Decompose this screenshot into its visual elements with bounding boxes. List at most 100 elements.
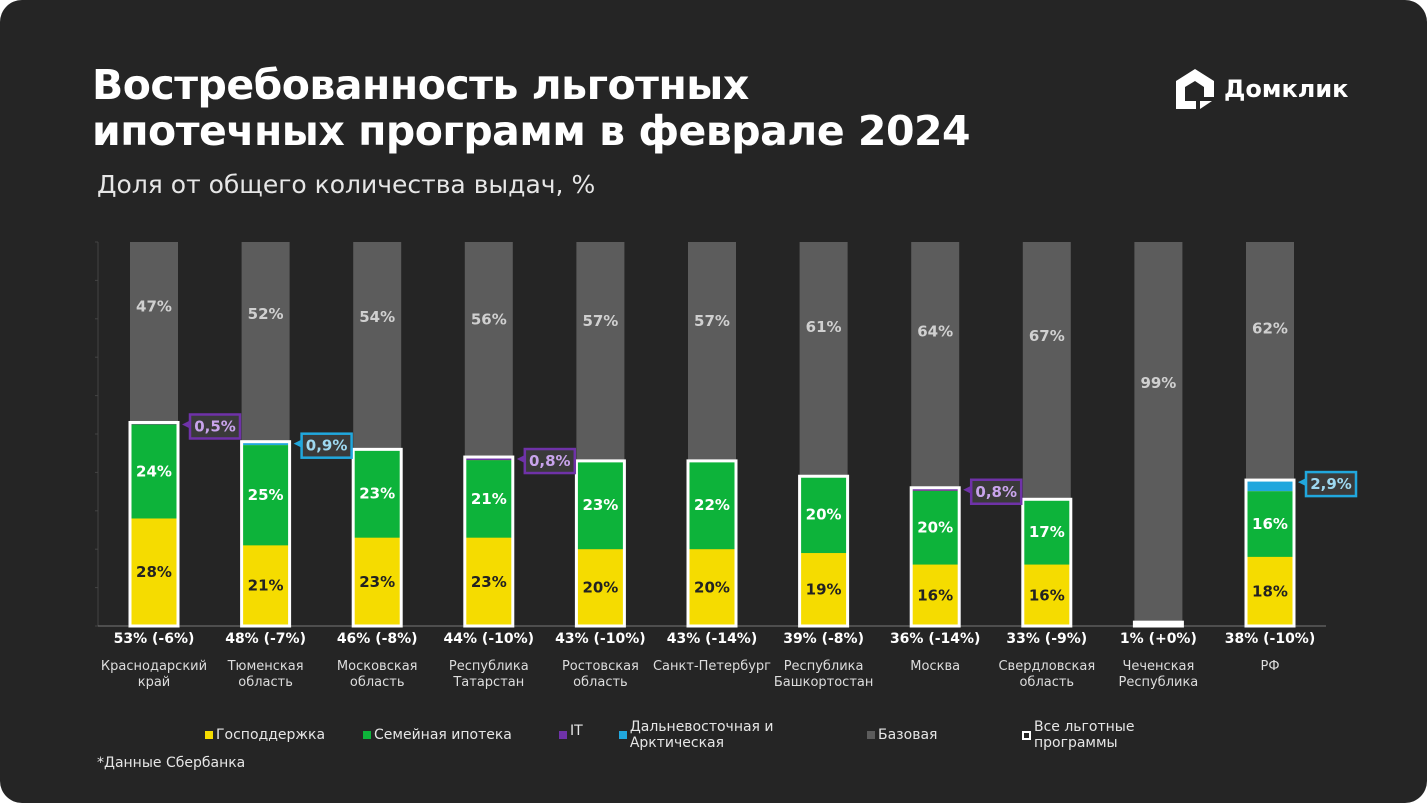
bar-label-base: 57% [582,312,618,330]
bar-segment-family [464,460,513,538]
bar-label-gospod: 28% [136,563,172,581]
category-label: область [1019,675,1074,690]
bar-segment-gospod [799,553,848,626]
legend-label: Семейная ипотека [374,727,512,743]
legend-swatch [559,731,567,739]
bar-segment-family [1022,499,1071,565]
category-label: Республика [449,659,529,674]
bar-label-base: 61% [806,318,842,336]
bar-label-family: 17% [1029,523,1065,541]
category-label: область [573,675,628,690]
callout-label: 2,9% [1310,475,1352,493]
legend-label: Базовая [878,727,938,743]
bar-outline-all-programs [128,420,180,628]
bar-label-base: 54% [359,308,395,326]
callout-label: 0,8% [975,483,1017,501]
bar-segment-it [911,487,960,491]
bar-segment-gospod [241,545,290,626]
bar-label-gospod: 20% [694,579,730,597]
total-label: 44% (-10%) [444,631,535,647]
bar-outline-all-programs [686,459,738,628]
bar-label-base: 52% [248,305,284,323]
bar-label-family: 21% [471,490,507,508]
callout-box [188,413,242,440]
total-label: 43% (-14%) [667,631,758,647]
bar-label-base: 62% [1252,320,1288,338]
legend-item-it: IT [559,719,619,751]
category-label: Московская [337,659,418,674]
callout-label: 0,8% [529,452,571,470]
category-label: Республика [1119,675,1199,690]
bar-label-family: 24% [136,462,172,480]
bar-label-family: 25% [248,486,284,504]
legend: Господдержка Семейная ипотека IT Дальневост… [205,719,1222,751]
legend-swatch [867,731,875,739]
bar-label-family: 20% [917,519,953,537]
bar-label-gospod: 23% [359,573,395,591]
bar-segment-family [799,476,848,554]
bar-segment-gospod [130,518,178,626]
legend-item-all: Все льготные программы [1022,719,1222,751]
callout-box [300,432,353,459]
legend-item-family: Семейная ипотека [363,719,559,751]
legend-label: Господдержка [216,727,326,743]
legend-swatch [205,731,213,739]
legend-label: IT [570,723,583,739]
legend-label: Все льготные программы [1033,719,1135,751]
chart-subtitle: Доля от общего количества выдач, % [97,170,596,199]
bar-label-gospod: 23% [471,573,507,591]
legend-swatch [363,731,371,739]
bar-outline-all-programs [909,486,961,628]
callout-pointer [963,485,972,494]
footnote: *Данные Сбербанка [97,755,246,771]
bar-label-gospod: 16% [1029,586,1065,604]
bar-label-gospod: 16% [917,586,953,604]
bar-label-family: 23% [359,485,395,503]
house-logo-icon [1176,69,1214,109]
total-label: 36% (-14%) [890,631,981,647]
callout-box [969,478,1023,506]
legend-label: Дальневосточная и Арктическая [629,719,774,751]
bar-label-base: 64% [917,323,953,341]
callout-pointer [516,455,525,464]
bar-label-gospod: 21% [248,577,284,595]
callout-label: 0,9% [306,437,348,455]
bar-segment-gospod [353,537,402,626]
domclick-logo: Домклик [1174,67,1348,111]
category-label: Республика [784,659,864,674]
category-label: Башкортостан [774,675,874,690]
total-label: 39% (-8%) [783,631,864,647]
bar-label-family: 16% [1252,515,1288,533]
bar-label-gospod: 20% [582,579,618,597]
category-label: край [138,675,171,690]
bar-segment-it [464,457,513,461]
bar-segment-family [688,460,736,550]
bar-segment-gospod [911,564,960,626]
bar-segment-family [130,424,178,519]
bar-label-family: 23% [582,496,618,514]
legend-item-gospod: Господдержка [205,719,363,751]
total-label: 38% (-10%) [1225,631,1316,647]
category-label: Тюменская [227,659,304,674]
category-label: РФ [1260,659,1279,674]
bar-label-base: 47% [136,297,172,315]
bar-segment-base [1134,242,1183,626]
bar-segment-family [911,490,960,565]
bar-segment-family [1246,491,1294,557]
bar-segment-gospod [1022,564,1071,626]
category-label: Краснодарский [101,659,207,674]
bar-outline-all-programs [574,459,626,628]
chart-title: Востребованность льготных ипотечных прог… [92,62,971,155]
category-label: область [238,675,293,690]
bar-outline-all-programs [463,455,515,628]
total-label: 33% (-9%) [1006,631,1087,647]
bar-outline-all-programs [1021,497,1073,628]
legend-item-fe: Дальневосточная и Арктическая [619,719,867,751]
bar-segment-gospod [688,549,736,626]
callout-pointer [182,420,190,429]
category-label: область [350,675,405,690]
title-line-2: ипотечных программ в феврале 2024 [92,107,971,155]
bar-segment-gospod [576,549,625,626]
bar-outline-all-programs [240,440,292,628]
